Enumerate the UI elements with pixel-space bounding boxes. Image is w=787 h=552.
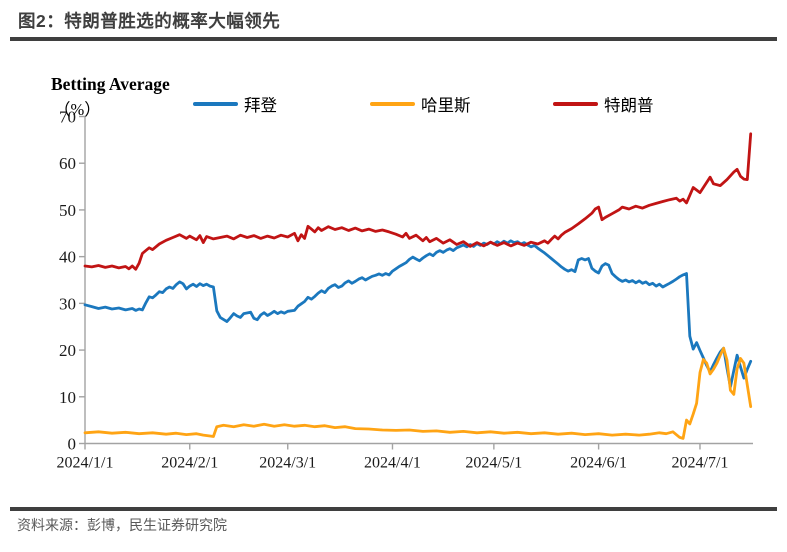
legend-item-trump: 特朗普 (553, 93, 654, 115)
source-note: 资料来源：彭博，民生证券研究院 (17, 517, 227, 533)
legend-swatch-trump (553, 102, 598, 106)
figure-title: 图2：特朗普胜选的概率大幅领先 (18, 11, 281, 31)
legend-label-trump: 特朗普 (604, 96, 654, 115)
series-line-trump (83, 132, 753, 271)
x-tick-label: 2024/7/1 (672, 455, 729, 472)
legend-label-harris: 哈里斯 (421, 96, 471, 115)
legend-item-harris: 哈里斯 (370, 93, 471, 115)
title-divider (10, 37, 777, 41)
legend-swatch-biden (193, 102, 238, 106)
legend-item-biden: 拜登 (193, 93, 277, 115)
x-tick-label: 2024/1/1 (57, 455, 114, 472)
legend-swatch-harris (370, 102, 415, 106)
x-tick-label: 2024/2/1 (161, 455, 218, 472)
y-tick-label: 50 (59, 201, 76, 220)
y-tick-label: 10 (59, 388, 76, 407)
x-tick-label: 2024/3/1 (259, 455, 316, 472)
y-tick-label: 40 (59, 248, 76, 267)
y-tick-label: 20 (59, 341, 76, 360)
source-divider (10, 507, 777, 511)
y-tick-label: 30 (59, 294, 76, 313)
x-tick-label: 2024/5/1 (465, 455, 522, 472)
legend-label-biden: 拜登 (244, 96, 277, 115)
y-axis-unit-label: （%） (54, 100, 101, 119)
x-tick-label: 2024/6/1 (570, 455, 627, 472)
y-tick-label: 60 (59, 154, 76, 173)
y-tick-label: 0 (68, 435, 77, 454)
series-line-harris (83, 346, 753, 440)
y-tick-label: 70 (59, 108, 76, 127)
y-axis-title: Betting Average (51, 74, 170, 94)
x-tick-label: 2024/4/1 (364, 455, 421, 472)
series-line-biden (83, 239, 753, 389)
